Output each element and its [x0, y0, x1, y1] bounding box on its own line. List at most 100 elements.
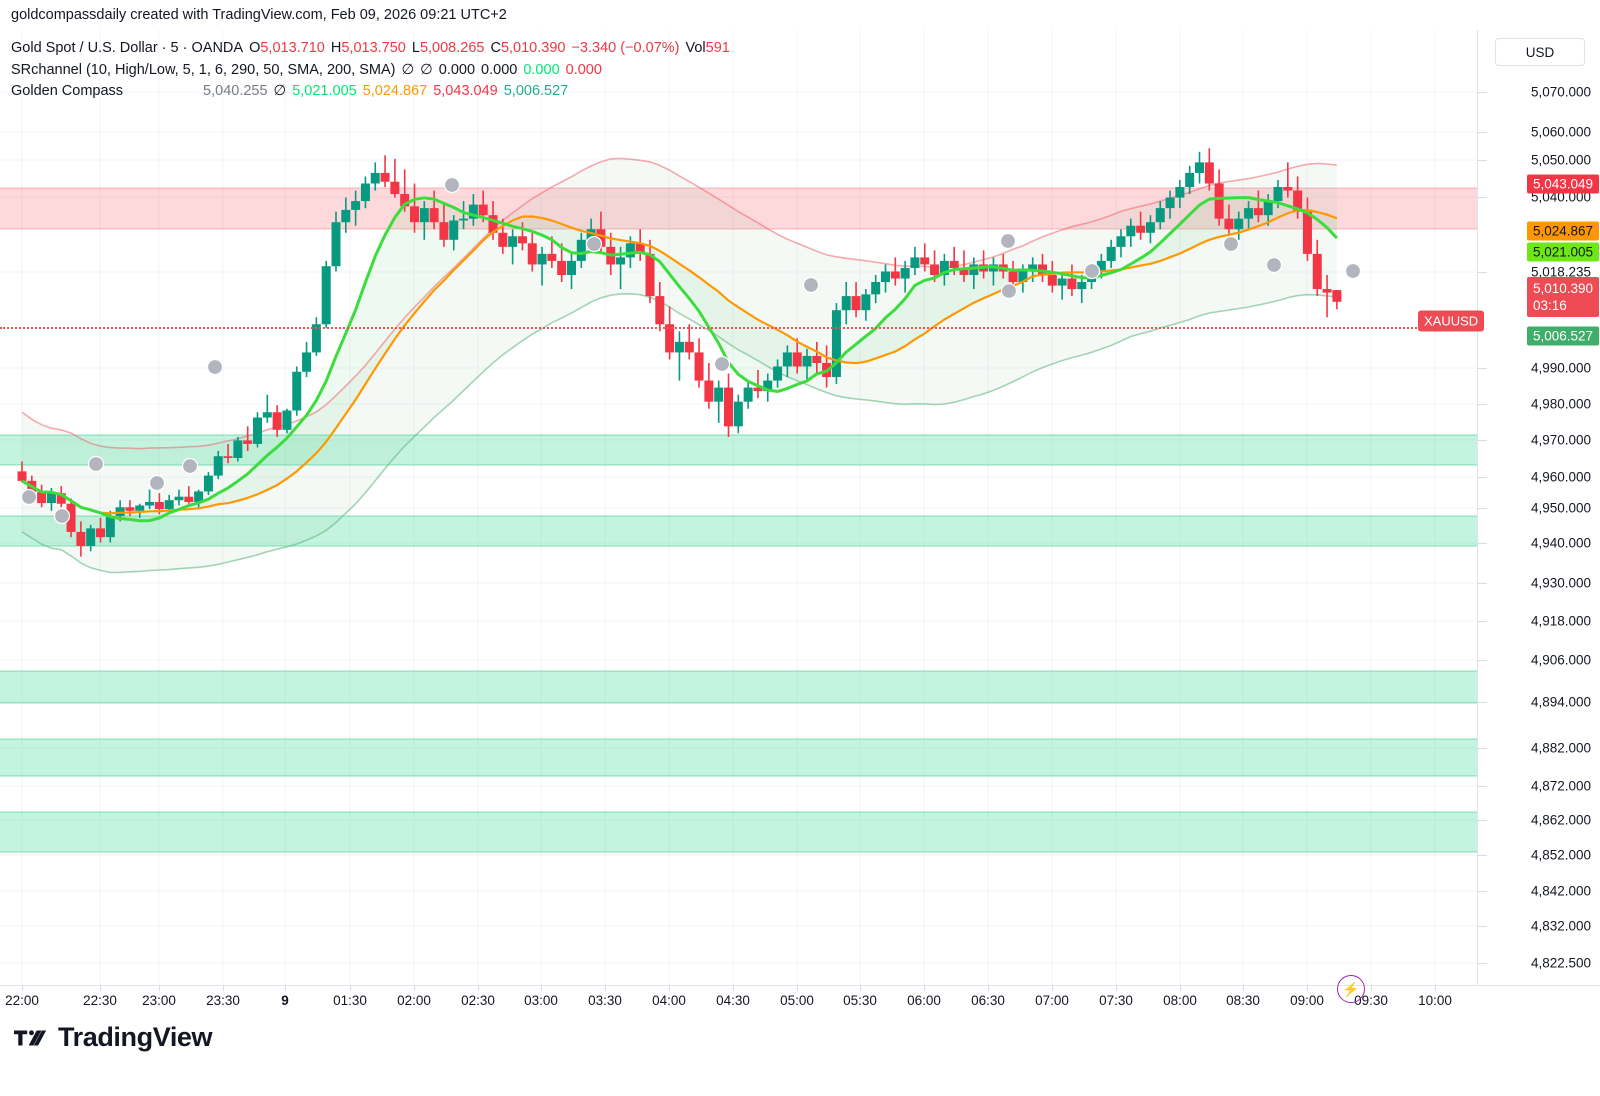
- time-tick-label: 23:00: [142, 993, 176, 1008]
- price-tick-label: 4,832.000: [1530, 918, 1591, 934]
- time-tick-label: 22:30: [83, 993, 117, 1008]
- price-axis[interactable]: USD 5,070.000 5,060.000 5,050.000 5,040.000…: [1477, 30, 1600, 985]
- legend-change-value: −3.340 (−0.07%): [571, 40, 680, 56]
- candle-body: [625, 243, 635, 258]
- candle-body: [900, 267, 910, 279]
- candle-body: [213, 456, 223, 476]
- price-tick-label: 4,842.000: [1530, 883, 1591, 899]
- candle-body: [890, 271, 900, 279]
- candle-body: [1018, 271, 1028, 283]
- legend-goldencompass-v4: 5,043.049: [433, 83, 498, 99]
- candle-body: [527, 243, 537, 265]
- candle-body: [1057, 278, 1067, 286]
- candle-body: [1185, 172, 1195, 188]
- tradingview-wordmark: TradingView: [58, 1022, 213, 1052]
- candle-body: [360, 183, 370, 202]
- legend-low-value: 5,008.265: [419, 40, 485, 56]
- time-axis[interactable]: 22:00 22:30 23:00 23:30 9 01:30 02:00 02:30 03:0…: [0, 985, 1600, 1016]
- price-tick-mark: [1478, 440, 1487, 441]
- candle-body: [105, 516, 115, 538]
- candle-body: [753, 387, 763, 392]
- price-tick-label: 4,822.500: [1530, 955, 1591, 971]
- candle-body: [782, 352, 792, 367]
- sr-zone-green: [0, 812, 1477, 852]
- price-tick-mark: [1478, 197, 1487, 198]
- time-tick-label: 22:00: [5, 993, 39, 1008]
- candle-body: [272, 412, 282, 430]
- price-tick-mark: [1478, 786, 1487, 787]
- candle-body: [616, 257, 626, 265]
- candle-body: [537, 253, 547, 265]
- price-tick-mark: [1478, 272, 1487, 273]
- chart-legend: Gold Spot / U.S. Dollar · 5 · OANDA O5,01…: [11, 38, 730, 103]
- candle-body: [655, 296, 665, 325]
- signal-dot-marker: [1083, 262, 1101, 280]
- signal-dot-marker: [206, 358, 224, 376]
- time-tick-label: 07:00: [1035, 993, 1069, 1008]
- signal-dot-marker: [20, 488, 38, 506]
- sr-zone-green: [0, 739, 1477, 776]
- candle-body: [223, 456, 233, 458]
- price-tag-red: 5,043.049: [1526, 174, 1599, 194]
- lightning-bolt-icon[interactable]: ⚡: [1337, 975, 1365, 1003]
- time-tick-mark: [1307, 986, 1308, 991]
- time-tick-label: 02:30: [461, 993, 495, 1008]
- candle-body: [851, 296, 861, 311]
- time-tick-mark: [1180, 986, 1181, 991]
- legend-goldencompass-v2: 5,021.005: [292, 83, 357, 99]
- candle-body: [831, 310, 841, 378]
- time-tick-mark: [541, 986, 542, 991]
- bar-countdown: 03:16: [1532, 298, 1567, 313]
- candle-body: [1195, 162, 1204, 173]
- time-tick-label: 09:00: [1290, 993, 1324, 1008]
- signal-dot-marker: [1000, 282, 1018, 300]
- price-tick-label: 4,862.000: [1530, 812, 1591, 828]
- candle-body: [1214, 183, 1224, 219]
- candle-body: [370, 172, 380, 184]
- candle-body: [586, 229, 596, 240]
- signal-dot-marker: [148, 474, 166, 492]
- signal-dot-marker: [53, 507, 71, 525]
- candle-body: [439, 222, 449, 240]
- candle-body: [969, 264, 979, 275]
- candle-body: [684, 341, 694, 353]
- candle-body: [233, 440, 243, 458]
- legend-srchannel-row[interactable]: SRchannel (10, High/Low, 5, 1, 6, 290, 5…: [11, 60, 730, 82]
- candle-body: [96, 528, 105, 538]
- price-tick-mark: [1478, 92, 1487, 93]
- candle-body: [498, 232, 508, 247]
- time-tick-label: 06:00: [907, 993, 941, 1008]
- legend-symbol-row[interactable]: Gold Spot / U.S. Dollar · 5 · OANDA O5,01…: [11, 38, 730, 60]
- candle-body: [517, 236, 527, 244]
- legend-open-value: 5,013.710: [260, 40, 325, 56]
- candle-body: [1047, 274, 1057, 286]
- signal-dot-marker: [999, 232, 1017, 250]
- chart-plot-area[interactable]: [0, 30, 1477, 985]
- time-tick-mark: [1243, 986, 1244, 991]
- price-tick-label: 5,060.000: [1530, 124, 1591, 140]
- price-tick-mark: [1478, 132, 1487, 133]
- candle-body: [871, 282, 881, 295]
- current-price-line: [0, 327, 1477, 329]
- candle-body: [400, 194, 410, 207]
- candle-body: [1116, 236, 1126, 247]
- candle-body: [478, 204, 488, 216]
- time-tick-mark: [1116, 986, 1117, 991]
- currency-badge[interactable]: USD: [1495, 38, 1585, 66]
- legend-srchannel-v5: 0.000: [565, 61, 602, 78]
- candle-body: [341, 209, 351, 223]
- sr-zone-green: [0, 671, 1477, 703]
- candle-body: [812, 355, 822, 363]
- candle-body: [596, 229, 606, 247]
- candle-body: [1136, 225, 1146, 233]
- candle-body: [459, 218, 469, 221]
- candle-body: [939, 260, 949, 275]
- channel-band-fill: [22, 158, 1337, 573]
- candle-body: [1204, 162, 1214, 184]
- legend-low-label: L: [411, 40, 420, 56]
- candle-body: [154, 501, 164, 510]
- legend-goldencompass-row[interactable]: Golden Compass 5,040.255 ∅ 5,021.005 5,024.8…: [11, 81, 730, 103]
- price-tag-lime: 5,021.005: [1526, 242, 1599, 262]
- price-tick-mark: [1478, 891, 1487, 892]
- price-tick-mark: [1478, 748, 1487, 749]
